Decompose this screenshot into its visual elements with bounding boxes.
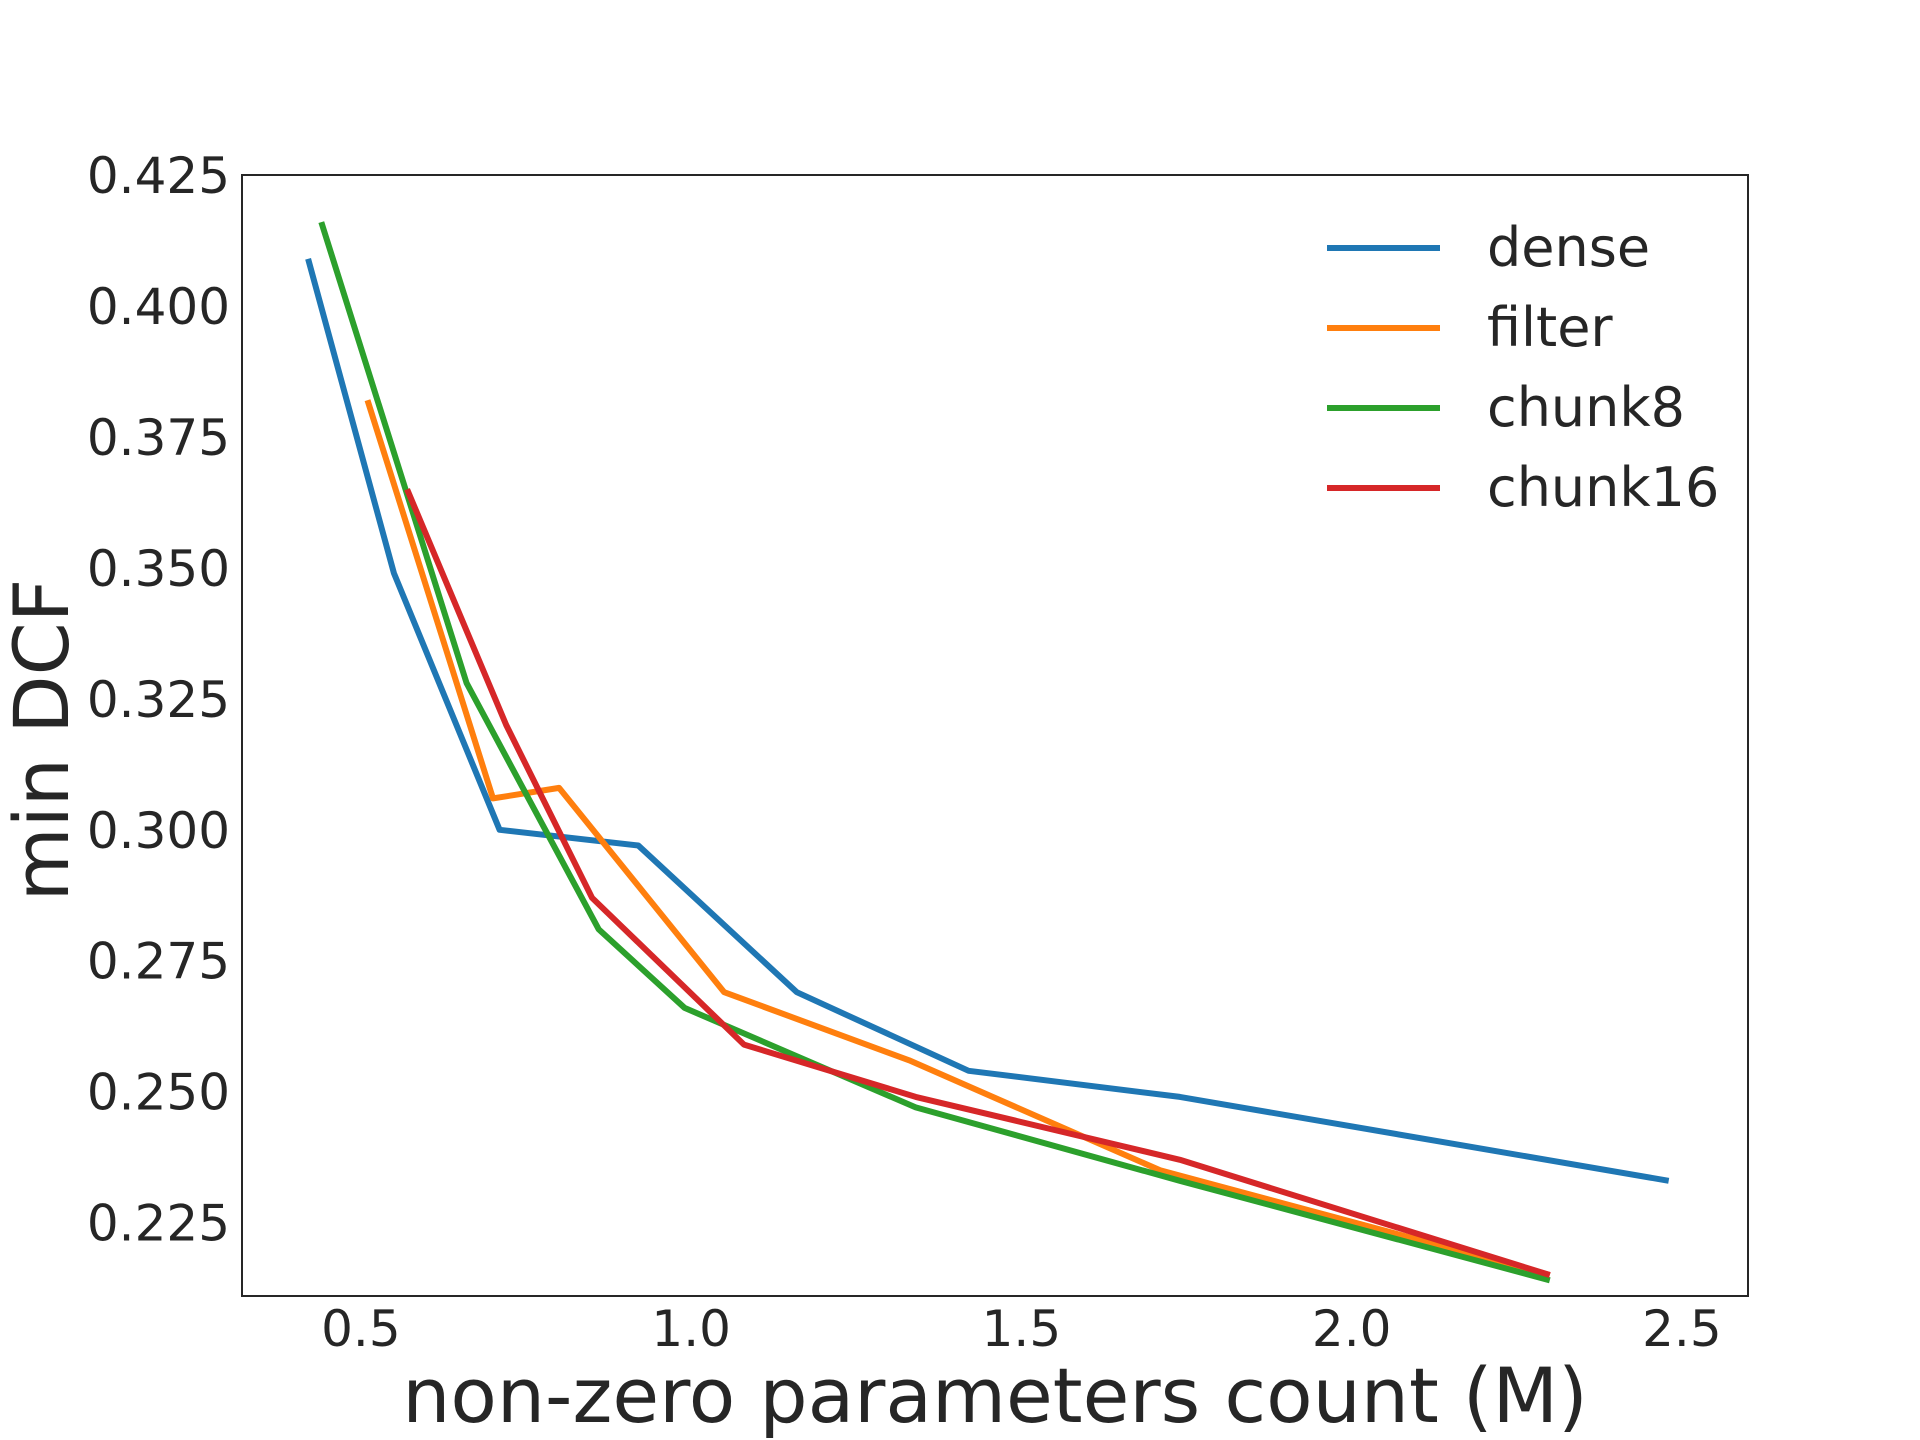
y-tick-label: 0.400 <box>87 278 230 336</box>
x-tick-label: 2.0 <box>1312 1300 1392 1358</box>
x-tick-labels: 0.5 1.0 1.5 2.0 2.5 <box>321 1300 1722 1358</box>
legend-label-chunk16: chunk16 <box>1487 456 1719 519</box>
x-axis-label: non-zero parameters count (M) <box>402 1351 1588 1440</box>
x-tick-label: 0.5 <box>321 1300 401 1358</box>
y-tick-label: 0.325 <box>87 671 230 729</box>
series-line-chunk16 <box>404 488 1551 1278</box>
x-tick-label: 1.0 <box>651 1300 731 1358</box>
series-line-chunk8 <box>318 221 1551 1284</box>
series-line-dense <box>305 258 1670 1184</box>
legend-label-dense: dense <box>1487 216 1650 279</box>
y-tick-labels: 0.225 0.250 0.275 0.300 0.325 0.350 0.375 0.400… <box>87 147 230 1253</box>
legend: dense filter chunk8 chunk16 <box>1327 216 1719 519</box>
y-tick-label: 0.225 <box>87 1195 230 1253</box>
x-tick-label: 1.5 <box>982 1300 1062 1358</box>
legend-label-filter: filter <box>1487 296 1613 359</box>
legend-label-chunk8: chunk8 <box>1487 376 1685 439</box>
y-tick-label: 0.375 <box>87 409 230 467</box>
x-tick-label: 2.5 <box>1642 1300 1722 1358</box>
y-tick-label: 0.250 <box>87 1064 230 1122</box>
y-tick-label: 0.425 <box>87 147 230 205</box>
y-tick-label: 0.300 <box>87 802 230 860</box>
y-axis-label: min DCF <box>0 579 86 902</box>
series-line-filter <box>364 399 1551 1278</box>
series-layer <box>305 221 1670 1284</box>
y-tick-label: 0.350 <box>87 540 230 598</box>
y-tick-label: 0.275 <box>87 933 230 991</box>
